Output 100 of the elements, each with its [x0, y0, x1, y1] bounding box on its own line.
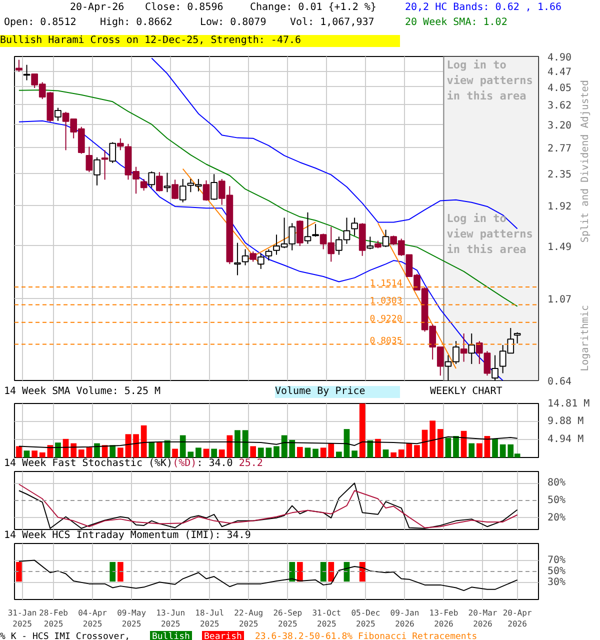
y-tick-label: 1.49	[548, 242, 572, 253]
bar	[32, 450, 38, 458]
bar	[16, 446, 22, 458]
bar	[125, 434, 132, 458]
bar	[312, 448, 318, 458]
candlestick	[116, 138, 124, 151]
bar	[352, 450, 358, 458]
x-tick-label: 20-Mar 2026	[468, 608, 498, 628]
y-tick-label: 1.92	[548, 202, 572, 213]
bar	[156, 442, 162, 458]
bar	[437, 429, 444, 458]
x-tick-label: 31-Oct 2025	[312, 608, 342, 628]
bar	[390, 452, 396, 458]
ref-line-label: 1.0303	[370, 296, 402, 307]
candlestick	[351, 217, 358, 236]
bar	[445, 438, 452, 458]
candlestick	[210, 174, 218, 200]
candlestick	[109, 142, 116, 164]
y-tick-label: 2.35	[548, 169, 572, 180]
candlestick	[460, 332, 468, 362]
candlestick	[101, 150, 108, 180]
text: 20 Week SMA: 1.02	[405, 17, 508, 29]
text: Bearish	[202, 631, 244, 640]
bar	[242, 430, 248, 458]
bar	[336, 452, 342, 458]
bar	[258, 448, 264, 458]
text: Bullish Harami Cross on 12-Dec-25, Strength: -47.6	[0, 35, 400, 47]
bar	[375, 438, 381, 458]
bar	[133, 434, 139, 458]
bar	[172, 448, 178, 458]
x-tick-label: 05-Dec 2025	[351, 608, 380, 628]
candlestick	[54, 107, 62, 122]
text: 23.6-38.2-50-61.8% Fibonacci Retracements	[255, 631, 478, 640]
candlestick	[514, 332, 521, 344]
bar	[274, 446, 280, 458]
bar	[86, 447, 92, 458]
y-tick-label: 3.62	[548, 100, 572, 112]
bar	[55, 442, 61, 458]
chart-title: 14 Week HCS Intraday Momentum (IMI): 34.9	[4, 530, 251, 542]
bar	[234, 430, 240, 458]
text: 25.2	[238, 458, 263, 469]
text: 20-Apr-26	[70, 2, 124, 14]
text: Open: 0.8512	[4, 17, 76, 29]
y-tick-label: 50%	[548, 566, 566, 577]
candlestick	[312, 224, 319, 238]
candlestick	[164, 172, 171, 193]
bar	[289, 440, 296, 458]
text: Vol: 1,067,937	[290, 17, 374, 29]
text: Split and Dividend Adjusted	[580, 80, 592, 243]
bar	[367, 440, 374, 458]
x-tick-label: 09-May 2025	[117, 608, 146, 628]
bar	[453, 436, 459, 458]
bar	[211, 448, 217, 458]
ref-line-label: 1.1514	[370, 279, 402, 290]
bar	[492, 438, 498, 458]
bar	[422, 430, 428, 458]
x-tick-label: 09-Jan 2026	[390, 608, 420, 628]
bar	[117, 448, 124, 458]
text: Change: 0.01 {+1.2 %}	[250, 2, 376, 14]
candlestick	[234, 242, 241, 276]
ref-line-label: 0.9220	[370, 314, 402, 324]
x-tick-label: 28-Feb 2025	[39, 608, 68, 628]
bar	[344, 429, 350, 458]
text: Volume By Price	[275, 386, 400, 398]
candlestick	[250, 250, 257, 262]
legend-title: % K - HCS IMI Crossover,	[0, 631, 130, 640]
bar	[382, 449, 389, 458]
y-tick-label: 1.07	[548, 294, 572, 306]
y-tick-label: 3.20	[548, 120, 572, 132]
bar	[468, 443, 475, 458]
y-tick-label: 2.77	[548, 143, 572, 154]
candlestick	[296, 220, 304, 246]
bar	[430, 420, 436, 458]
text: High: 0.8662	[100, 17, 172, 29]
x-tick-label: 20-Apr 2026	[502, 608, 532, 628]
bar	[148, 442, 155, 458]
candlestick	[202, 180, 210, 202]
y-tick-label: 4.47	[548, 67, 572, 78]
y-tick-label: 14.81 M	[548, 398, 590, 410]
bar	[203, 448, 210, 458]
text: (%D)	[172, 458, 197, 469]
text: 20,2 HC Bands: 0.62 , 1.66	[405, 2, 562, 14]
y-tick-label: 4.94 M	[548, 434, 584, 445]
bar	[414, 445, 420, 458]
bar	[24, 450, 30, 458]
text: WEEKLY CHART	[430, 386, 502, 398]
bar	[94, 443, 100, 458]
chart-title: 14 Week Fast Stochastic	[4, 458, 144, 469]
bar	[250, 446, 256, 458]
chart-title: 14 Week SMA Volume: 5.25 M	[4, 386, 161, 398]
candlestick	[382, 229, 390, 248]
x-tick-label: 13-Jun 2025	[156, 608, 186, 628]
candlestick	[140, 178, 148, 192]
ref-line-label: 0.8035	[370, 336, 402, 346]
bar	[78, 449, 84, 458]
x-tick-label: 31-Jan 2025	[8, 608, 37, 628]
candlestick	[94, 156, 100, 186]
candlestick	[304, 212, 312, 244]
bar	[359, 404, 366, 458]
y-tick-label: 0.64	[548, 376, 572, 388]
